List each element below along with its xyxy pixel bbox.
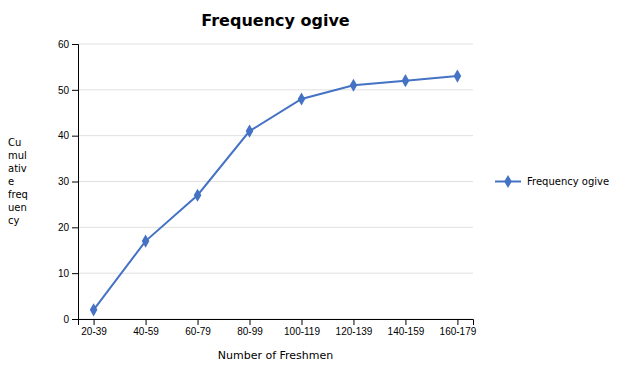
y-axis-title-line: uen (8, 202, 27, 213)
x-tick-label: 80-99 (237, 326, 263, 337)
x-tick: 20-39 (81, 319, 107, 337)
x-tick: 40-59 (133, 319, 159, 337)
x-tick: 160-179 (440, 319, 477, 337)
marker (298, 92, 306, 105)
grid-line (78, 227, 473, 228)
y-tick-mark (72, 319, 78, 320)
x-tick-mark (405, 319, 406, 325)
legend-label: Frequency ogive (527, 176, 609, 187)
y-axis-title-line: ativ (8, 163, 27, 174)
y-tick-mark (72, 44, 78, 45)
y-tick-mark (72, 90, 78, 91)
marker (142, 235, 150, 248)
y-tick-mark (72, 273, 78, 274)
x-tick-mark (353, 319, 354, 325)
y-tick-label: 50 (58, 85, 70, 96)
legend: Frequency ogive (495, 175, 609, 188)
y-tick-label: 20 (58, 222, 70, 233)
title: Frequency ogive (201, 11, 350, 30)
x-tick-label: 160-179 (440, 326, 477, 337)
y-axis-title-line: Cu (8, 137, 21, 148)
grid-line (78, 135, 473, 136)
grid-line (78, 44, 473, 45)
plot: 20-39 40-59 60-79 80-99 100-119 120-139 140-15… (58, 39, 477, 337)
marker (246, 125, 254, 138)
y-tick: 40 (58, 130, 78, 141)
y-axis-title: Cu mul ativ e freq uen cy (8, 137, 28, 226)
legend-marker (504, 175, 512, 188)
y-tick-label: 0 (63, 314, 69, 325)
x-tick: 60-79 (185, 319, 211, 337)
y-axis-title-line: e (8, 176, 14, 187)
x-tick: 80-99 (237, 319, 263, 337)
marker (402, 74, 410, 87)
x-tick: 140-159 (388, 319, 425, 337)
grid-line (78, 181, 473, 182)
x-tick-mark (146, 319, 147, 325)
x-tick-mark (198, 319, 199, 325)
y-axis-title-line: freq (8, 189, 28, 200)
marker (454, 70, 462, 83)
y-axis: 0 10 20 30 40 50 60 (58, 39, 79, 325)
x-tick-label: 120-139 (336, 326, 373, 337)
grid-line (78, 273, 473, 274)
y-tick-label: 40 (58, 130, 70, 141)
x-tick-mark (94, 319, 95, 325)
marker (194, 189, 202, 202)
x-axis: 20-39 40-59 60-79 80-99 100-119 120-139 140-15… (79, 319, 477, 337)
grid (78, 44, 473, 319)
x-tick: 120-139 (336, 319, 373, 337)
marker (90, 303, 98, 316)
y-axis-title-line: mul (8, 150, 27, 161)
y-tick: 60 (58, 39, 78, 50)
y-axis-line (72, 45, 79, 320)
legend-item: Frequency ogive (495, 175, 609, 188)
y-tick: 0 (63, 314, 78, 325)
grid-line (78, 89, 473, 90)
y-tick: 50 (58, 85, 78, 96)
x-axis-line (79, 320, 474, 326)
x-tick-label: 100-119 (284, 326, 320, 337)
y-axis-title-line: cy (8, 215, 19, 226)
chart: 20-39 40-59 60-79 80-99 100-119 120-139 140-15… (0, 0, 623, 375)
y-tick-label: 10 (58, 268, 70, 279)
x-tick-label: 140-159 (388, 326, 425, 337)
x-tick-label: 20-39 (81, 326, 107, 337)
marks (90, 70, 461, 317)
y-tick: 10 (58, 268, 78, 279)
marker (350, 79, 358, 92)
x-tick-mark (457, 319, 458, 325)
x-axis-title: Number of Freshmen (218, 349, 334, 362)
y-tick-label: 60 (58, 39, 70, 50)
y-tick-label: 30 (58, 176, 70, 187)
y-tick-mark (72, 136, 78, 137)
x-tick-mark (301, 319, 302, 325)
y-tick-mark (72, 227, 78, 228)
y-tick: 20 (58, 222, 78, 233)
x-tick-label: 40-59 (133, 326, 159, 337)
x-tick-mark (250, 319, 251, 325)
line (94, 76, 458, 310)
x-tick: 100-119 (284, 319, 320, 337)
x-tick-label: 60-79 (185, 326, 211, 337)
y-tick-mark (72, 182, 78, 183)
y-tick: 30 (58, 176, 78, 187)
